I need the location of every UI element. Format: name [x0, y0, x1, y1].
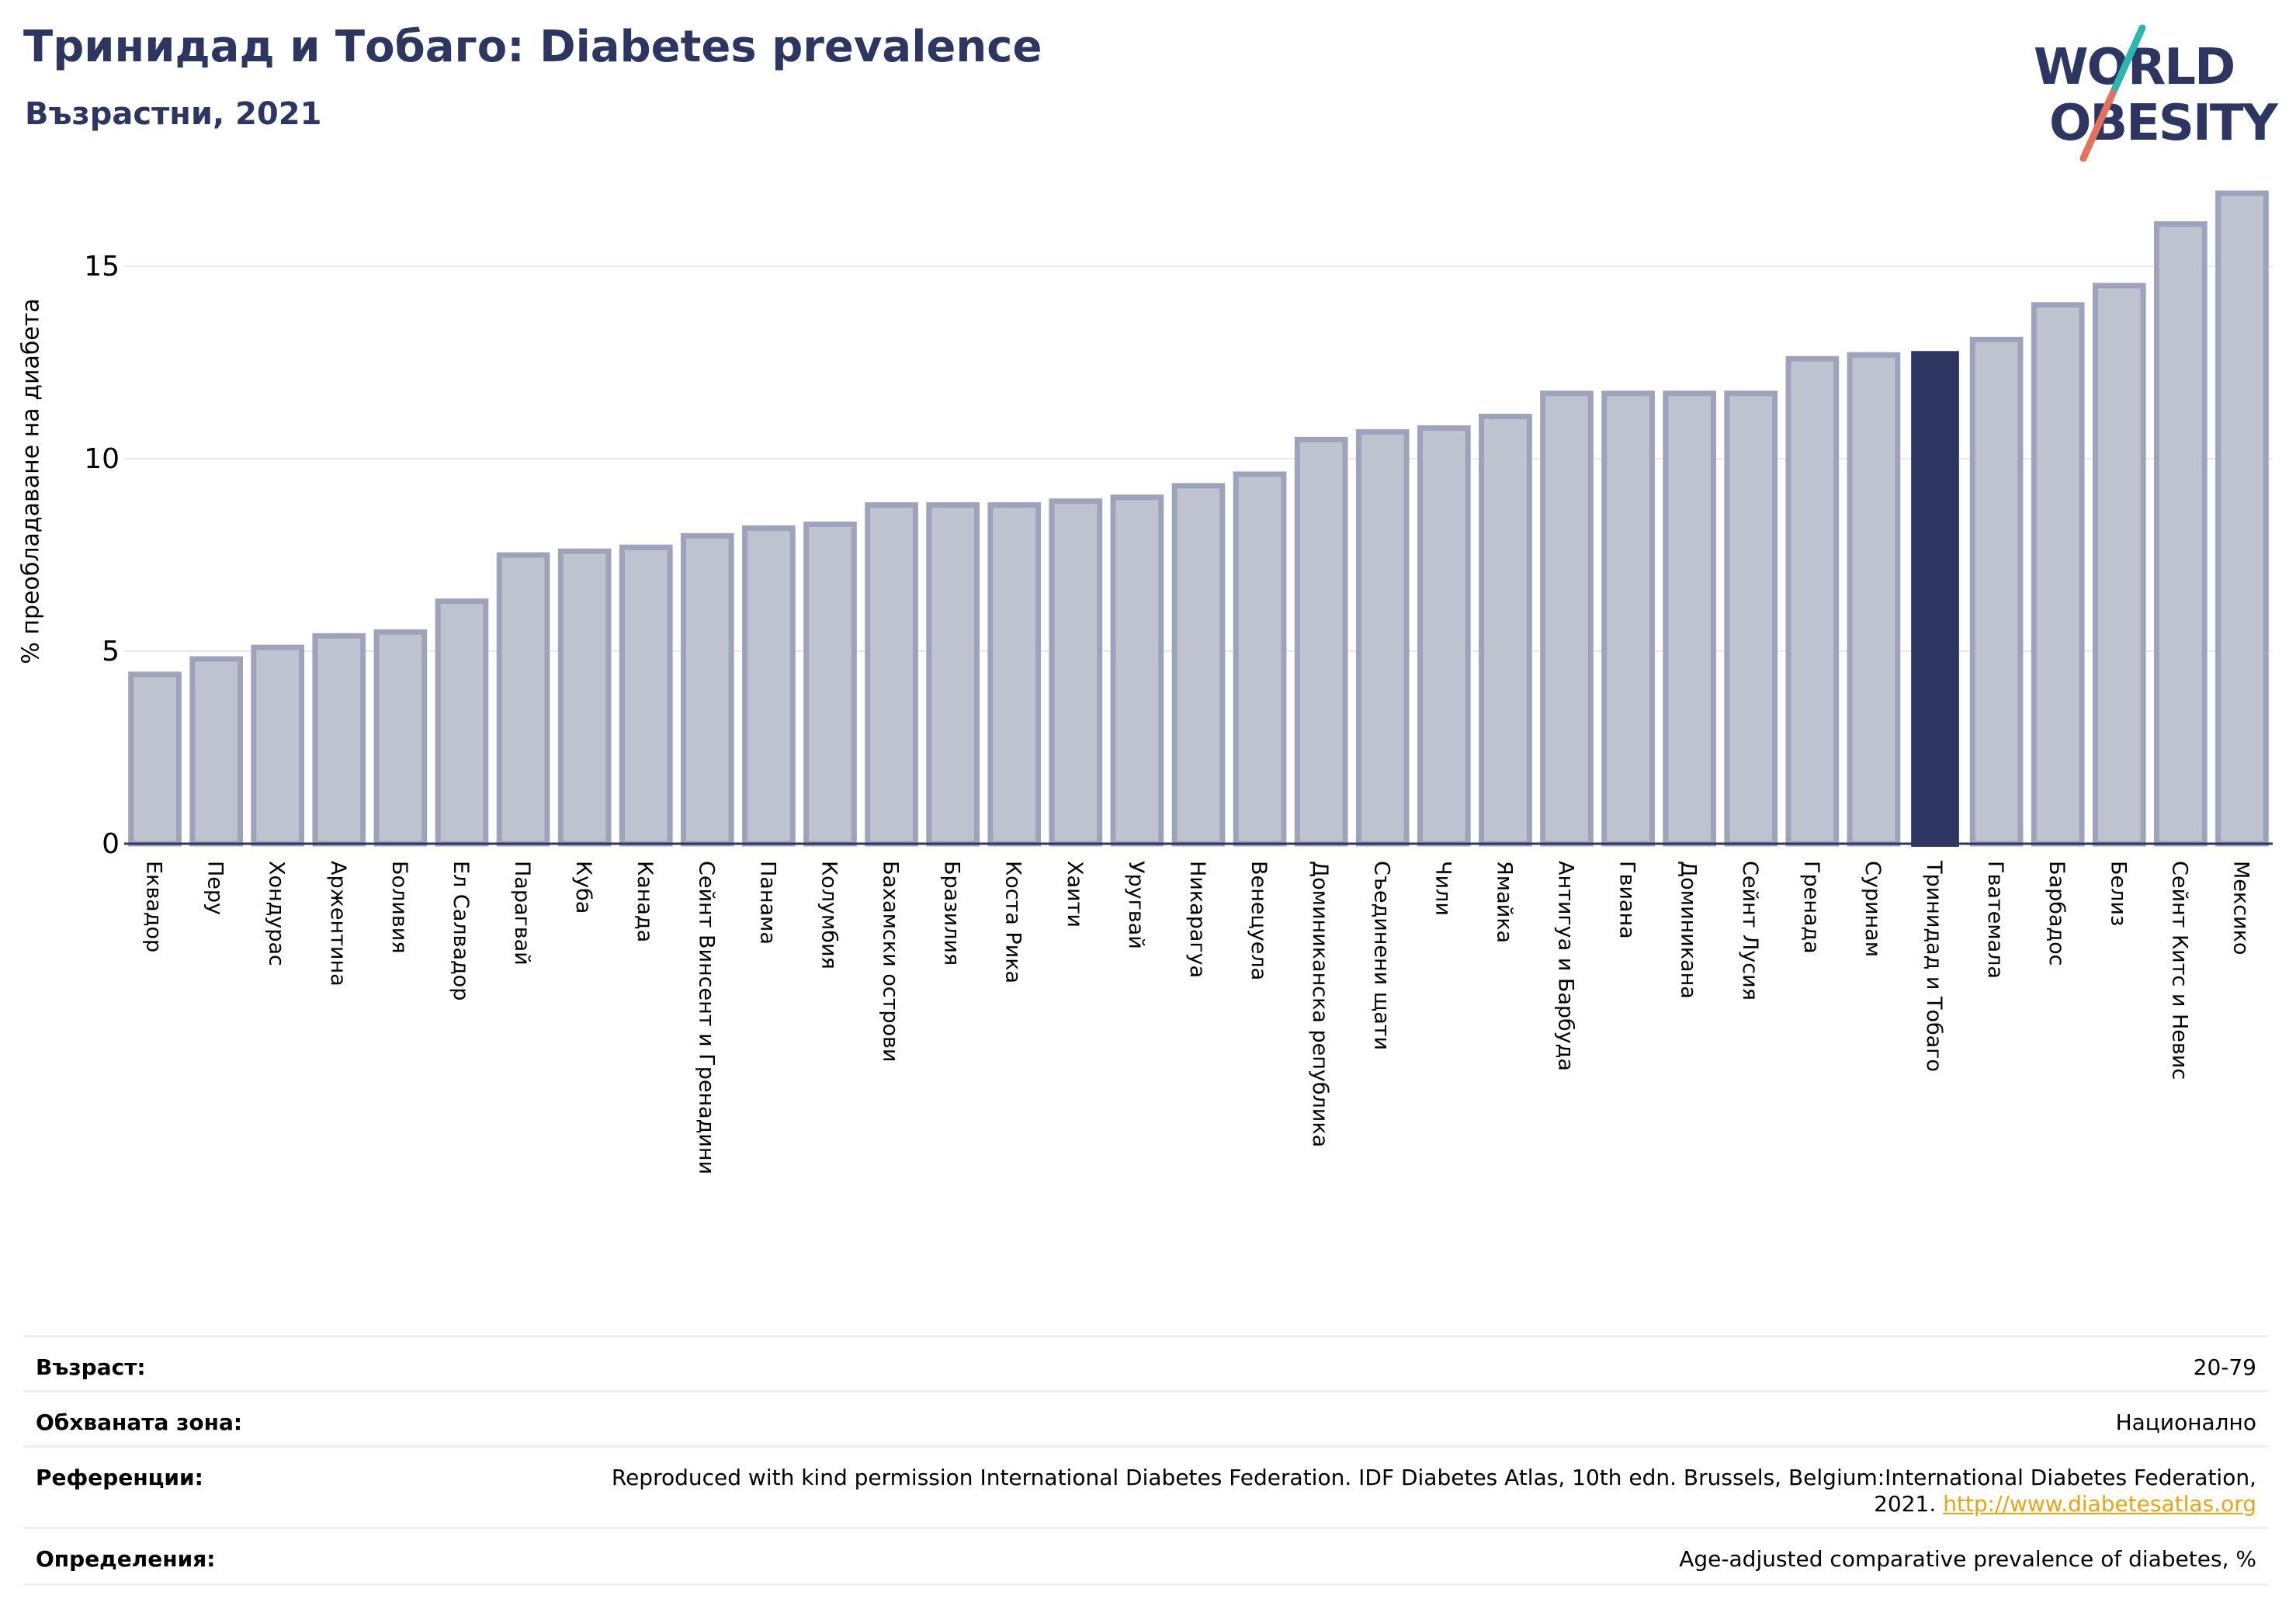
- y-tick-label: 5: [102, 636, 120, 668]
- bar: [2031, 302, 2085, 847]
- bar: [128, 671, 182, 847]
- meta-label: Референции:: [36, 1465, 203, 1490]
- x-tick-label: Гренада: [1799, 861, 1823, 954]
- x-tick-label: Ямайка: [1492, 861, 1516, 943]
- x-tick-label: Сейнт Лусия: [1738, 861, 1762, 1001]
- meta-label: Определения:: [36, 1546, 216, 1572]
- x-tick-label: Антигуа и Барбуда: [1554, 861, 1578, 1071]
- bar: [1969, 336, 2024, 847]
- x-tick-label: Никарагуа: [1185, 861, 1209, 978]
- meta-value: Age-adjusted comparative prevalence of d…: [1679, 1546, 2256, 1572]
- bar: [312, 633, 366, 847]
- bar-highlighted: [1911, 351, 1959, 847]
- bar: [251, 644, 305, 847]
- bar: [189, 656, 243, 847]
- meta-row-age: Възраст: 20-79: [23, 1335, 2269, 1390]
- x-tick-label: Сейнт Китс и Невис: [2167, 861, 2191, 1080]
- x-tick-label: Коста Рика: [1001, 861, 1025, 983]
- x-tick-label: Аржентина: [326, 861, 350, 987]
- y-tick-label: 0: [102, 828, 120, 860]
- meta-row-references: Референции: Reproduced with kind permiss…: [23, 1445, 2269, 1527]
- y-tick-label: 10: [84, 443, 120, 475]
- bar: [926, 502, 980, 847]
- bar: [496, 552, 550, 847]
- bar: [1049, 498, 1103, 847]
- x-tick-label: Суринам: [1861, 861, 1885, 957]
- x-tick-label: Бахамски острови: [879, 861, 903, 1062]
- x-tick-label: Мексико: [2228, 861, 2253, 955]
- meta-label: Възраст:: [36, 1354, 146, 1380]
- bar: [1540, 390, 1594, 847]
- x-tick-label: Куба: [571, 861, 595, 914]
- x-tick-label: Еквадор: [142, 861, 166, 952]
- x-tick-label: Канада: [633, 861, 657, 942]
- x-tick-label: Тринидад и Тобаго: [1922, 860, 1946, 1072]
- bar: [680, 532, 734, 847]
- x-tick-label: Парагвай: [510, 861, 534, 966]
- bar: [987, 502, 1042, 847]
- bar: [1663, 390, 1717, 847]
- x-tick-label: Панама: [755, 861, 779, 945]
- bar: [1294, 436, 1348, 847]
- x-tick-label: Белиз: [2106, 861, 2130, 926]
- bar: [865, 502, 918, 847]
- x-tick-label: Доминикана: [1677, 861, 1701, 999]
- bar: [1601, 390, 1655, 847]
- bar: [619, 544, 673, 847]
- x-tick-label: Чили: [1431, 861, 1455, 916]
- bar: [1417, 425, 1471, 847]
- reference-text: Reproduced with kind permission Internat…: [611, 1465, 2256, 1517]
- x-tick-label: Съединени щати: [1369, 861, 1393, 1050]
- bar: [557, 548, 612, 847]
- page-title: Тринидад и Тобаго: Diabetes prevalence: [23, 22, 1042, 72]
- x-tick-label: Перу: [203, 861, 227, 915]
- bar: [803, 521, 857, 847]
- meta-value: Национално: [2115, 1410, 2256, 1435]
- x-tick-label: Барбадос: [2045, 861, 2069, 966]
- bar: [1479, 414, 1532, 847]
- meta-value: Reproduced with kind permission Internat…: [549, 1465, 2256, 1517]
- bar: [373, 629, 428, 847]
- bar: [1724, 390, 1778, 847]
- bar: [2092, 283, 2146, 847]
- x-tick-label: Колумбия: [817, 861, 841, 969]
- y-tick-label: 15: [84, 251, 120, 283]
- bar: [1233, 471, 1287, 847]
- meta-label: Обхваната зона:: [36, 1410, 243, 1435]
- x-tick-label: Уругвай: [1124, 861, 1148, 949]
- bar: [1847, 352, 1901, 847]
- page-subtitle: Възрастни, 2021: [25, 96, 322, 132]
- meta-row-definitions: Определения: Age-adjusted comparative pr…: [23, 1527, 2269, 1586]
- x-tick-label: Боливия: [387, 861, 411, 954]
- bar-chart: 0 5 10 15 Еквадор Перу Хондурас Аржентина Боливи…: [84, 190, 2273, 1174]
- bar: [2154, 221, 2208, 847]
- bar: [435, 598, 489, 847]
- bar: [1785, 355, 1840, 847]
- bar: [742, 525, 796, 847]
- x-tick-label: Доминиканска република: [1308, 861, 1332, 1147]
- bar: [1355, 428, 1410, 847]
- x-tick-label: Хондурас: [265, 861, 289, 966]
- x-tick-label: Хаити: [1063, 861, 1087, 928]
- x-tick-label: Ел Салвадор: [449, 861, 473, 1001]
- x-tick-label: Гватемала: [1983, 861, 2007, 979]
- bar: [2215, 190, 2269, 847]
- x-tick-label: Сейнт Винсент и Гренадини: [694, 861, 718, 1174]
- meta-value: 20-79: [2193, 1354, 2256, 1380]
- metadata-table: Възраст: 20-79 Обхваната зона: Националн…: [23, 1335, 2269, 1586]
- reference-link[interactable]: http://www.diabetesatlas.org: [1943, 1491, 2256, 1517]
- x-tick-label: Гвиана: [1615, 861, 1639, 939]
- bar: [1110, 494, 1164, 847]
- meta-row-area: Обхваната зона: Национално: [23, 1390, 2269, 1445]
- world-obesity-logo: WORLD OBESITY: [2034, 24, 2280, 162]
- bar: [1171, 483, 1226, 847]
- x-tick-label: Бразилия: [940, 861, 964, 966]
- x-tick-label: Венецуела: [1247, 861, 1271, 980]
